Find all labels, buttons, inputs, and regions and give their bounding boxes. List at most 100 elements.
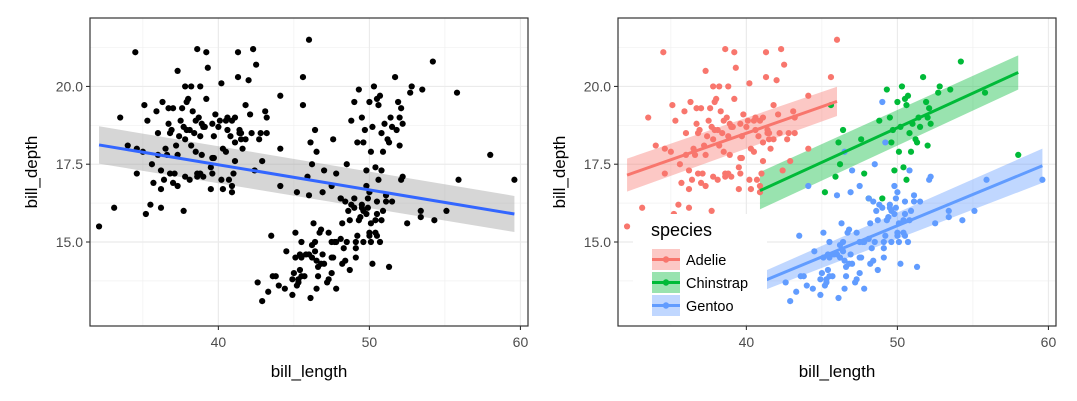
data-point	[281, 285, 288, 292]
x-tick-label: 40	[739, 334, 755, 350]
data-point	[218, 176, 225, 183]
data-point-adelie	[685, 167, 693, 174]
data-point	[277, 182, 284, 190]
data-point-adelie	[740, 111, 747, 118]
data-point-adelie	[639, 204, 646, 211]
data-point-chinstrap	[903, 176, 910, 183]
data-point	[395, 98, 402, 106]
data-point-adelie	[685, 204, 693, 211]
data-point	[511, 176, 518, 183]
data-point	[185, 95, 192, 102]
data-point-gentoo	[906, 167, 913, 174]
data-point-chinstrap	[861, 170, 868, 177]
data-point	[313, 148, 320, 155]
data-point-chinstrap	[912, 136, 919, 143]
data-point	[363, 182, 370, 190]
data-point-chinstrap	[906, 130, 913, 137]
data-point-adelie	[687, 98, 694, 106]
data-point-gentoo	[910, 192, 918, 199]
data-point-chinstrap	[947, 86, 954, 93]
data-point	[207, 164, 214, 171]
data-point	[431, 217, 438, 224]
data-point-adelie	[765, 130, 773, 137]
data-point-adelie	[694, 170, 702, 177]
data-point-gentoo	[838, 220, 845, 227]
data-point	[166, 170, 174, 177]
data-point	[330, 136, 337, 143]
x-tick-label: 50	[362, 334, 378, 350]
data-point-gentoo	[868, 245, 875, 252]
data-point	[372, 164, 379, 171]
data-point	[305, 36, 313, 43]
data-point	[305, 251, 313, 258]
data-point	[364, 204, 372, 211]
data-point	[351, 195, 358, 202]
data-point-chinstrap	[935, 89, 942, 96]
data-point	[343, 161, 350, 168]
data-point	[407, 89, 414, 96]
data-point-gentoo	[847, 251, 854, 258]
data-point	[358, 201, 365, 208]
data-point-chinstrap	[821, 189, 829, 196]
data-point	[346, 217, 353, 224]
data-point-gentoo	[826, 238, 833, 246]
data-point-gentoo	[983, 176, 990, 183]
data-point	[160, 176, 168, 183]
data-point	[192, 148, 199, 155]
data-point-gentoo	[809, 285, 816, 292]
data-point	[429, 58, 436, 65]
data-point	[277, 92, 284, 99]
data-point	[379, 148, 387, 155]
data-point-chinstrap	[981, 89, 989, 96]
legend-key-point	[662, 256, 670, 263]
data-point-adelie	[675, 201, 682, 208]
data-point	[354, 232, 361, 239]
data-point-gentoo	[874, 266, 881, 274]
data-point-chinstrap	[858, 136, 865, 143]
data-point-gentoo	[895, 238, 903, 246]
data-point	[292, 229, 299, 236]
y-tick-label: 20.0	[56, 78, 83, 94]
data-point-chinstrap	[924, 142, 931, 149]
data-point-adelie	[762, 49, 770, 56]
data-point	[197, 133, 204, 140]
y-tick-label: 17.5	[584, 156, 611, 172]
data-point-adelie	[704, 133, 711, 140]
data-point	[363, 167, 370, 174]
data-point-adelie	[776, 130, 783, 137]
data-point-gentoo	[861, 285, 868, 292]
data-point	[157, 204, 165, 211]
data-point	[325, 229, 332, 236]
data-point	[379, 207, 387, 214]
data-point	[194, 173, 201, 180]
data-point	[182, 83, 189, 90]
data-point-adelie	[753, 176, 761, 183]
data-point	[168, 126, 175, 134]
data-point	[124, 142, 131, 149]
data-point	[292, 254, 299, 261]
data-point	[162, 145, 169, 152]
data-point-chinstrap	[835, 139, 842, 146]
data-point	[378, 217, 385, 224]
data-point-adelie	[693, 105, 700, 112]
data-point-gentoo	[865, 195, 872, 202]
fit-line	[626, 99, 838, 177]
data-point	[372, 217, 379, 224]
data-point-adelie	[710, 83, 717, 90]
data-point	[339, 220, 346, 227]
data-point	[246, 111, 254, 118]
data-point-gentoo	[817, 291, 824, 298]
data-point	[308, 161, 316, 168]
data-point	[186, 126, 193, 134]
data-point-adelie	[714, 176, 721, 183]
data-point	[393, 126, 400, 134]
data-point-adelie	[685, 186, 693, 193]
data-point	[263, 114, 270, 121]
data-point-gentoo	[894, 189, 901, 196]
data-point-adelie	[726, 151, 733, 158]
data-point	[352, 238, 359, 246]
data-point	[307, 139, 314, 146]
data-point	[182, 173, 189, 180]
data-point-adelie	[767, 145, 774, 152]
